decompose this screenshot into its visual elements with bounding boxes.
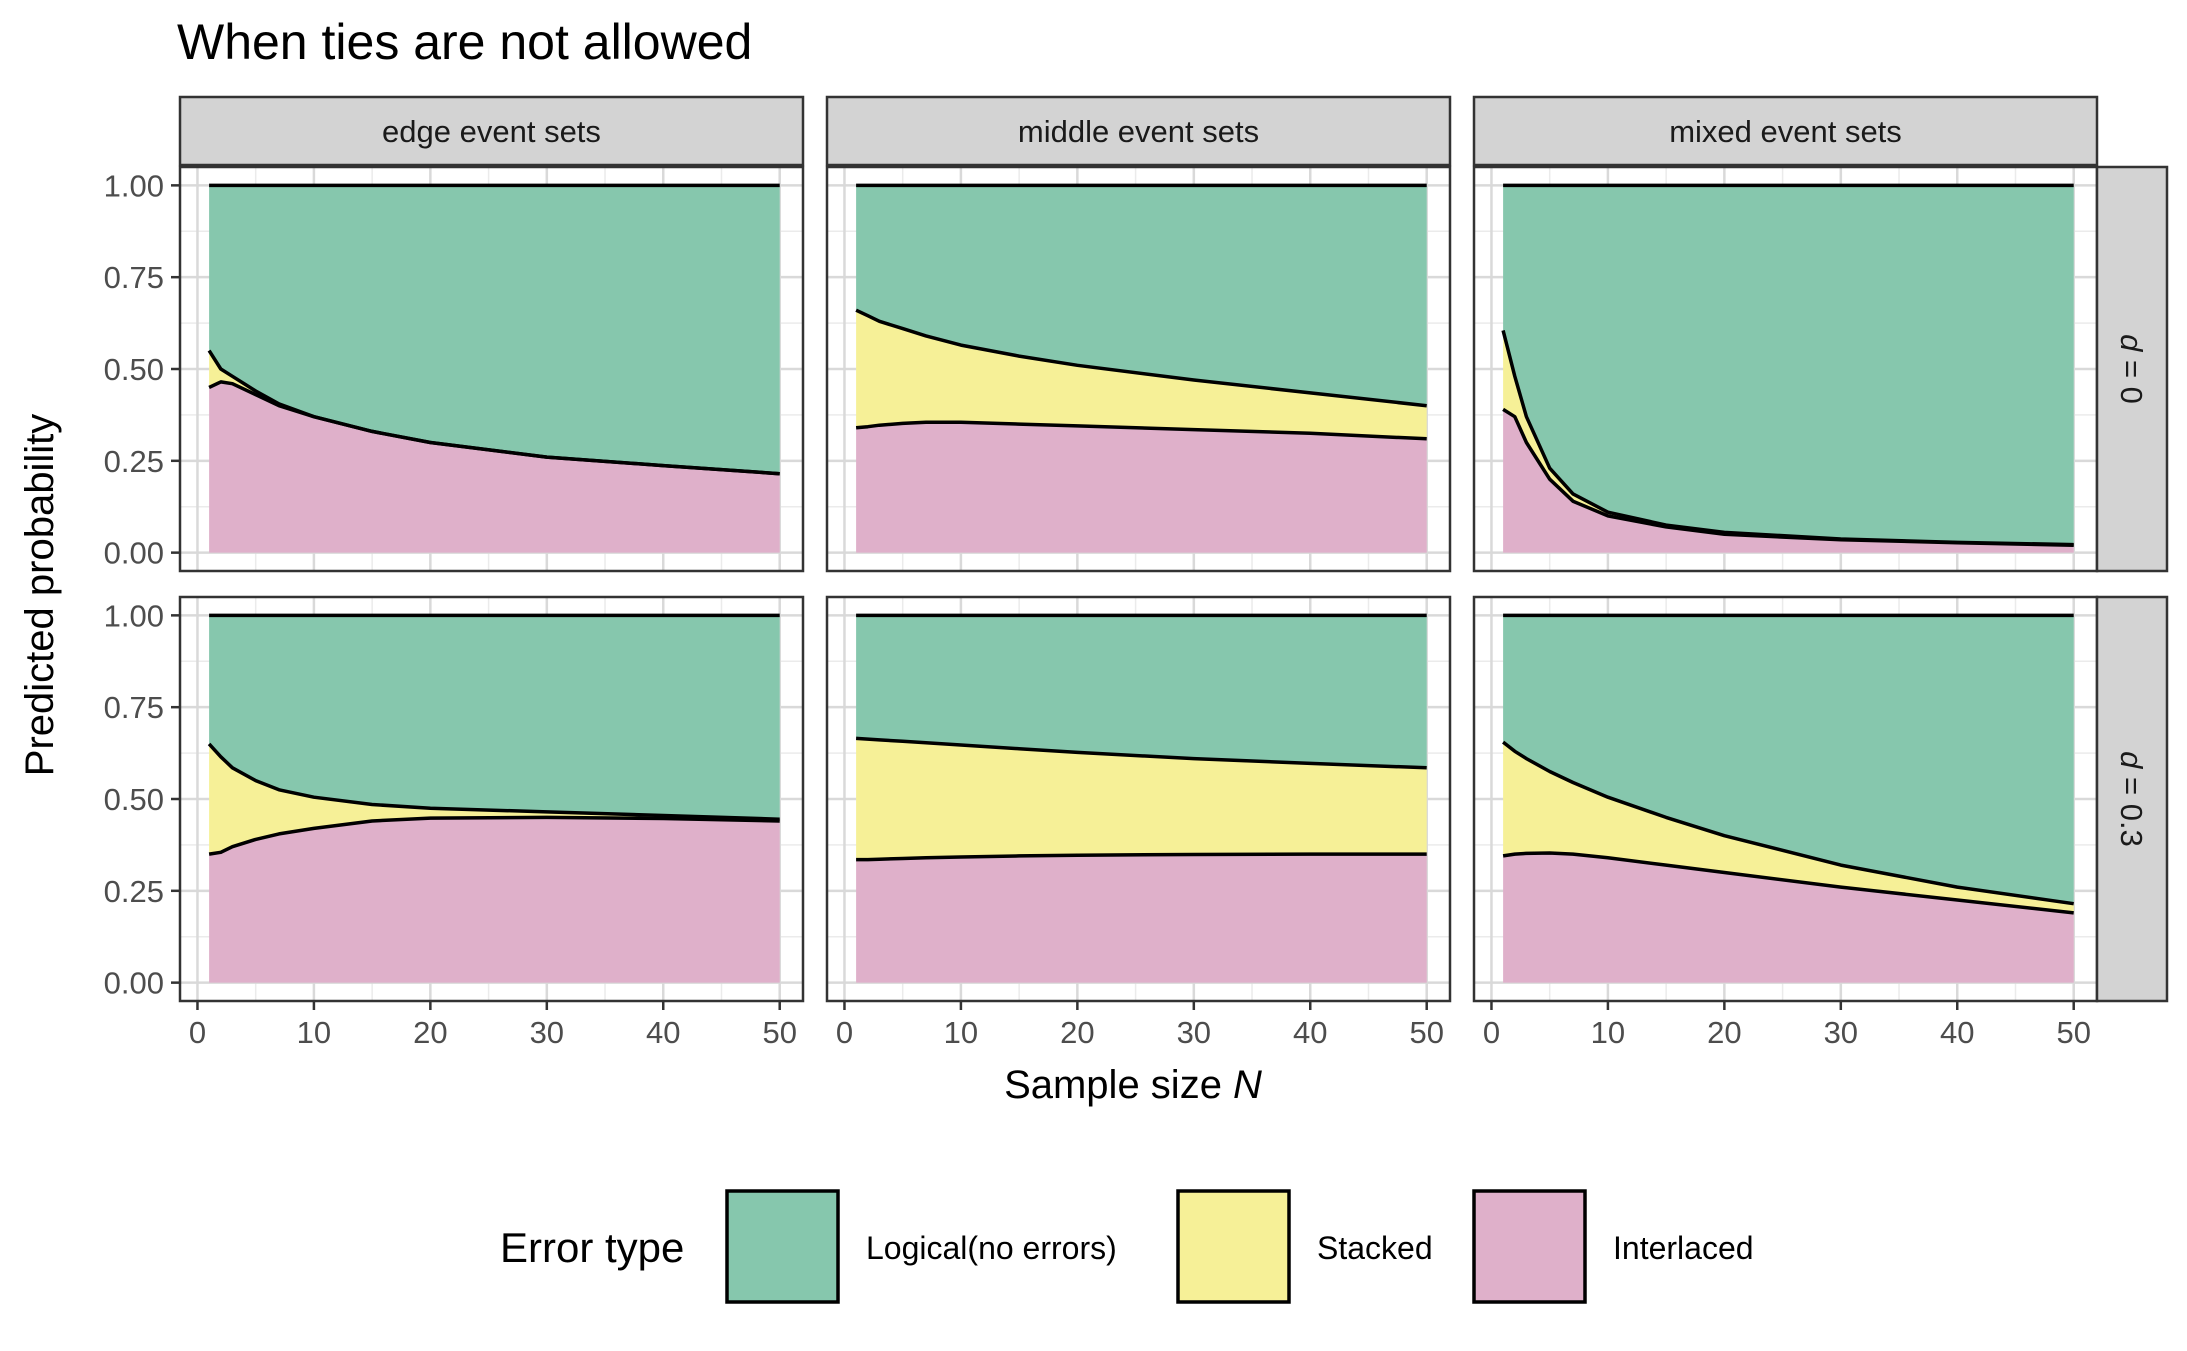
panels	[178, 165, 2099, 1003]
row-strip	[2095, 595, 2169, 1003]
legend-label-stacked: Stacked	[1317, 1230, 1433, 1266]
x-tick-label: 50	[2056, 1015, 2090, 1050]
row-strip-label: d = 0	[2114, 334, 2149, 404]
column-strip-label: edge event sets	[382, 114, 601, 149]
x-tick-label: 30	[1177, 1015, 1211, 1050]
row-strip-symbol: d	[2114, 751, 2149, 770]
x-tick-label: 40	[646, 1015, 680, 1050]
legend-key-stacked	[1176, 1189, 1291, 1304]
panel-0-0	[178, 165, 805, 573]
row-strip-label: d = 0.3	[2114, 751, 2149, 847]
area-logical	[209, 615, 780, 820]
x-tick-label: 20	[413, 1015, 447, 1050]
column-strip	[1472, 95, 2099, 167]
row-strip-symbol: d	[2114, 334, 2149, 353]
axes: 0.00 0.25 0.50 0.75 1.00 0.00 0.25 0.50 0.75 1.00…	[104, 168, 2091, 1050]
line-interlaced-boundary	[855, 420, 1427, 441]
area-interlaced	[209, 817, 780, 983]
x-tick-label: 0	[1483, 1015, 1500, 1050]
x-tick-label: 50	[1409, 1015, 1443, 1050]
row-strip-value: = 0	[2114, 351, 2149, 404]
y-tick-label: 1.00	[104, 598, 164, 633]
row-strips: d = 0d = 0.3	[2095, 165, 2169, 1003]
panel-border	[825, 165, 1452, 573]
x-tick-label: 50	[762, 1015, 796, 1050]
x-tick-label: 10	[944, 1015, 978, 1050]
area-interlaced	[856, 422, 1427, 553]
panel-1-1	[825, 595, 1452, 1003]
area-interlaced	[1503, 409, 2074, 553]
legend-key-interlaced	[1472, 1189, 1587, 1304]
legend-label-logical: Logical(no errors)	[866, 1230, 1117, 1266]
panel-1-2	[1472, 595, 2099, 1003]
line-stacked-boundary	[207, 742, 780, 821]
column-strip	[178, 95, 805, 167]
line-interlaced-boundary	[1502, 851, 2074, 915]
x-tick-label: 0	[189, 1015, 206, 1050]
x-axis-label: Sample size N	[1004, 1063, 1262, 1107]
y-axis-label: Predicted probability	[18, 414, 62, 776]
line-interlaced-boundary	[208, 380, 780, 476]
panel-border	[825, 595, 1452, 1003]
x-tick-label: 0	[836, 1015, 853, 1050]
row-strip	[2095, 165, 2169, 573]
y-tick-label: 0.00	[104, 536, 164, 571]
x-tick-label: 30	[530, 1015, 564, 1050]
area-interlaced	[1503, 853, 2074, 983]
y-tick-label: 0.75	[104, 260, 164, 295]
line-stacked-boundary	[855, 736, 1427, 770]
legend: Error type Logical(no errors) Stacked Inte…	[500, 1189, 1754, 1304]
area-interlaced	[856, 854, 1427, 983]
x-tick-label: 40	[1940, 1015, 1974, 1050]
x-axis-label-variable: N	[1233, 1063, 1262, 1107]
x-tick-label: 10	[1591, 1015, 1625, 1050]
area-logical	[209, 185, 780, 474]
panel-0-1	[825, 165, 1452, 573]
column-strip-label: mixed event sets	[1669, 114, 1902, 149]
legend-title: Error type	[500, 1224, 684, 1271]
y-tick-label: 0.50	[104, 352, 164, 387]
row-strip-value: = 0.3	[2114, 768, 2149, 846]
panel-1-0	[178, 595, 805, 1003]
area-logical	[856, 615, 1427, 768]
line-interlaced-boundary	[1502, 407, 2074, 548]
x-tick-label: 20	[1707, 1015, 1741, 1050]
y-tick-label: 0.50	[104, 782, 164, 817]
x-tick-label: 20	[1060, 1015, 1094, 1050]
y-tick-label: 0.25	[104, 444, 164, 479]
y-tick-label: 1.00	[104, 168, 164, 203]
area-logical	[1503, 185, 2074, 545]
y-tick-label: 0.25	[104, 874, 164, 909]
chart-title: When ties are not allowed	[177, 14, 752, 70]
y-tick-label: 0.00	[104, 966, 164, 1001]
area-logical	[1503, 615, 2074, 904]
area-stacked	[856, 738, 1427, 860]
x-tick-label: 10	[297, 1015, 331, 1050]
area-interlaced	[209, 381, 780, 553]
x-axis-label-text: Sample size	[1004, 1063, 1233, 1107]
line-interlaced-boundary	[856, 852, 1427, 862]
line-stacked-boundary	[1502, 740, 2074, 906]
column-strip	[825, 95, 1452, 167]
column-strips: edge event sets middle event sets mixed ev…	[178, 95, 2099, 167]
legend-key-logical	[725, 1189, 840, 1304]
column-strip-label: middle event sets	[1018, 114, 1259, 149]
x-tick-label: 30	[1824, 1015, 1858, 1050]
line-interlaced-boundary	[208, 815, 780, 856]
y-tick-label: 0.75	[104, 690, 164, 725]
legend-label-interlaced: Interlaced	[1613, 1230, 1754, 1266]
line-stacked-boundary	[855, 308, 1427, 408]
x-tick-label: 40	[1293, 1015, 1327, 1050]
panel-0-2	[1472, 165, 2099, 573]
